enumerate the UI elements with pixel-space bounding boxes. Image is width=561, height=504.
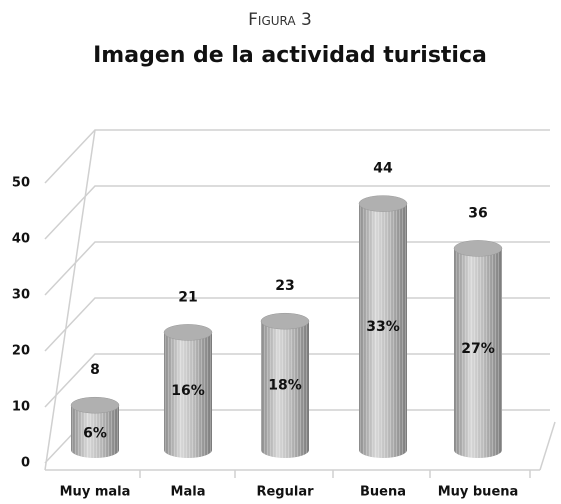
y-tick-label: 40 xyxy=(12,232,30,247)
share-label: 16% xyxy=(171,383,205,399)
y-tick-label: 20 xyxy=(12,344,30,359)
x-tick-label: Mala xyxy=(171,485,206,500)
value-label: 21 xyxy=(178,289,197,305)
value-label: 23 xyxy=(275,278,294,294)
bar xyxy=(163,324,213,458)
bar xyxy=(453,240,503,458)
y-tick-label: 10 xyxy=(12,400,30,415)
bar-texture xyxy=(164,332,212,458)
bar-top xyxy=(260,312,310,330)
bar-top xyxy=(163,324,213,341)
chart-walls xyxy=(44,129,556,471)
x-tick-label: Buena xyxy=(360,485,406,500)
bar xyxy=(70,396,120,458)
grid-line xyxy=(44,129,550,184)
bar-top xyxy=(358,195,408,212)
x-tick-label: Muy buena xyxy=(438,485,519,500)
bar-texture xyxy=(261,321,309,458)
y-tick-label: 50 xyxy=(12,176,30,191)
bar xyxy=(358,195,408,458)
bar-top xyxy=(453,240,503,257)
bar-texture xyxy=(71,405,119,458)
value-label: 44 xyxy=(373,161,393,177)
x-tick-label: Muy mala xyxy=(60,485,131,500)
bar-texture xyxy=(359,203,407,458)
value-label: 36 xyxy=(468,205,487,221)
x-tick-label: Regular xyxy=(256,485,314,500)
share-label: 18% xyxy=(268,378,302,394)
bar xyxy=(260,312,310,458)
value-label: 8 xyxy=(90,362,100,378)
grid-line xyxy=(44,185,550,240)
y-tick-label: 30 xyxy=(12,288,30,303)
y-tick-label: 0 xyxy=(21,456,30,471)
figure-label: Figura 3 xyxy=(248,10,312,30)
bar-top xyxy=(70,396,120,414)
share-label: 27% xyxy=(461,341,495,357)
bar-texture xyxy=(454,248,502,458)
share-label: 33% xyxy=(366,319,400,335)
share-label: 6% xyxy=(83,426,107,442)
chart-title: Imagen de la actividad turistica xyxy=(93,43,487,68)
